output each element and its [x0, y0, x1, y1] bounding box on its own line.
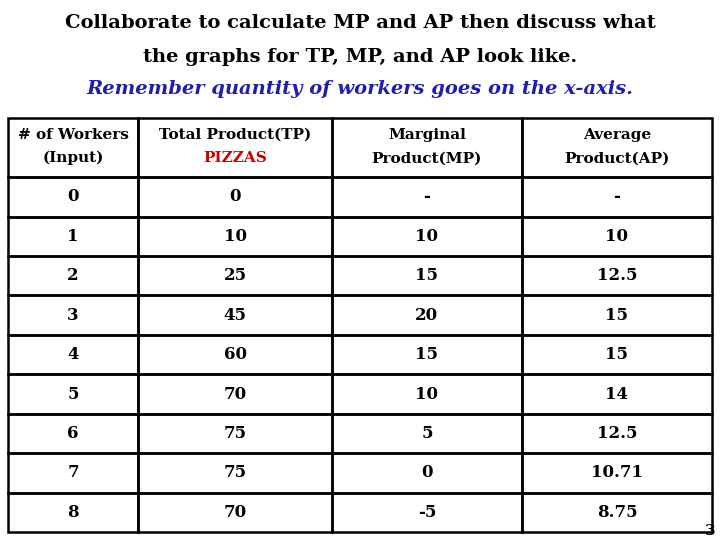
Text: 10.71: 10.71 [591, 464, 643, 481]
Bar [332, 256, 522, 295]
Bar [138, 177, 332, 217]
Text: 25: 25 [223, 267, 247, 284]
Text: 8.75: 8.75 [597, 504, 637, 521]
Text: 8: 8 [67, 504, 79, 521]
Text: 6: 6 [68, 425, 79, 442]
Bar [332, 217, 522, 256]
Bar [522, 295, 712, 335]
Text: 15: 15 [415, 267, 438, 284]
Bar [8, 295, 138, 335]
Bar [522, 256, 712, 295]
Text: 20: 20 [415, 307, 438, 323]
Text: 15: 15 [415, 346, 438, 363]
Bar [332, 414, 522, 453]
Text: 5: 5 [68, 386, 79, 402]
Text: 2: 2 [67, 267, 79, 284]
Text: 12.5: 12.5 [597, 267, 637, 284]
Bar [138, 335, 332, 374]
Text: 75: 75 [223, 464, 247, 481]
Text: (Input): (Input) [42, 151, 104, 165]
Text: 10: 10 [223, 228, 246, 245]
Text: 14: 14 [606, 386, 629, 402]
Text: 10: 10 [415, 228, 438, 245]
Bar [522, 414, 712, 453]
Bar [8, 256, 138, 295]
Text: 3: 3 [706, 524, 716, 538]
Bar [522, 118, 712, 177]
Text: 60: 60 [223, 346, 246, 363]
Text: 12.5: 12.5 [597, 425, 637, 442]
Text: Product(AP): Product(AP) [564, 151, 670, 165]
Text: 15: 15 [606, 346, 629, 363]
Text: PIZZAS: PIZZAS [203, 151, 267, 165]
Text: # of Workers: # of Workers [18, 127, 129, 141]
Bar [332, 492, 522, 532]
Bar [522, 177, 712, 217]
Bar [8, 335, 138, 374]
Bar [138, 217, 332, 256]
Bar [138, 492, 332, 532]
Text: 45: 45 [223, 307, 246, 323]
Bar [332, 374, 522, 414]
Bar [138, 118, 332, 177]
Bar [8, 374, 138, 414]
Text: 70: 70 [223, 386, 247, 402]
Text: 75: 75 [223, 425, 247, 442]
Text: 7: 7 [67, 464, 79, 481]
Bar [8, 217, 138, 256]
Bar [8, 177, 138, 217]
Text: 0: 0 [68, 188, 79, 205]
Text: Average: Average [583, 127, 651, 141]
Text: Marginal: Marginal [388, 127, 466, 141]
Bar [332, 295, 522, 335]
Text: Product(MP): Product(MP) [372, 151, 482, 165]
Bar [522, 335, 712, 374]
Text: 70: 70 [223, 504, 247, 521]
Bar [138, 374, 332, 414]
Bar [8, 118, 138, 177]
Text: -5: -5 [418, 504, 436, 521]
Bar [522, 453, 712, 492]
Text: the graphs for TP, MP, and AP look like.: the graphs for TP, MP, and AP look like. [143, 48, 577, 66]
Bar [332, 453, 522, 492]
Text: 10: 10 [415, 386, 438, 402]
Bar [138, 295, 332, 335]
Text: 10: 10 [606, 228, 629, 245]
Text: 0: 0 [421, 464, 433, 481]
Text: Total Product(TP): Total Product(TP) [159, 127, 311, 141]
Bar [522, 492, 712, 532]
Bar [8, 453, 138, 492]
Bar [522, 374, 712, 414]
Text: 5: 5 [421, 425, 433, 442]
Bar [138, 453, 332, 492]
Bar [138, 414, 332, 453]
Text: Remember quantity of workers goes on the x-axis.: Remember quantity of workers goes on the… [86, 80, 634, 98]
Text: 4: 4 [68, 346, 79, 363]
Text: 0: 0 [229, 188, 240, 205]
Bar [332, 118, 522, 177]
Text: 3: 3 [67, 307, 79, 323]
Text: 1: 1 [68, 228, 79, 245]
Bar [332, 335, 522, 374]
Bar [332, 177, 522, 217]
Bar [8, 492, 138, 532]
Text: Collaborate to calculate MP and AP then discuss what: Collaborate to calculate MP and AP then … [65, 14, 655, 32]
Bar [138, 256, 332, 295]
Text: -: - [423, 188, 431, 205]
Bar [8, 414, 138, 453]
Text: 15: 15 [606, 307, 629, 323]
Text: -: - [613, 188, 621, 205]
Bar [522, 217, 712, 256]
